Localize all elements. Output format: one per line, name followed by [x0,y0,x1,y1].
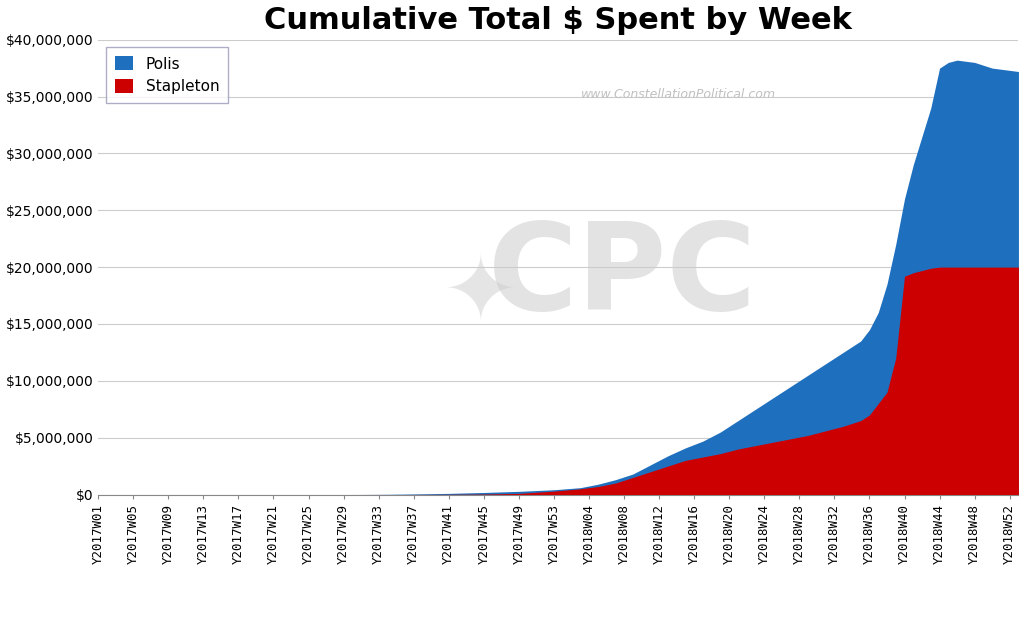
Text: www.ConstellationPolitical.com: www.ConstellationPolitical.com [581,87,775,101]
Legend: Polis, Stapleton: Polis, Stapleton [105,48,228,103]
Text: CPC: CPC [488,217,758,335]
Text: ✦: ✦ [442,250,518,339]
Title: Cumulative Total $ Spent by Week: Cumulative Total $ Spent by Week [264,6,852,35]
